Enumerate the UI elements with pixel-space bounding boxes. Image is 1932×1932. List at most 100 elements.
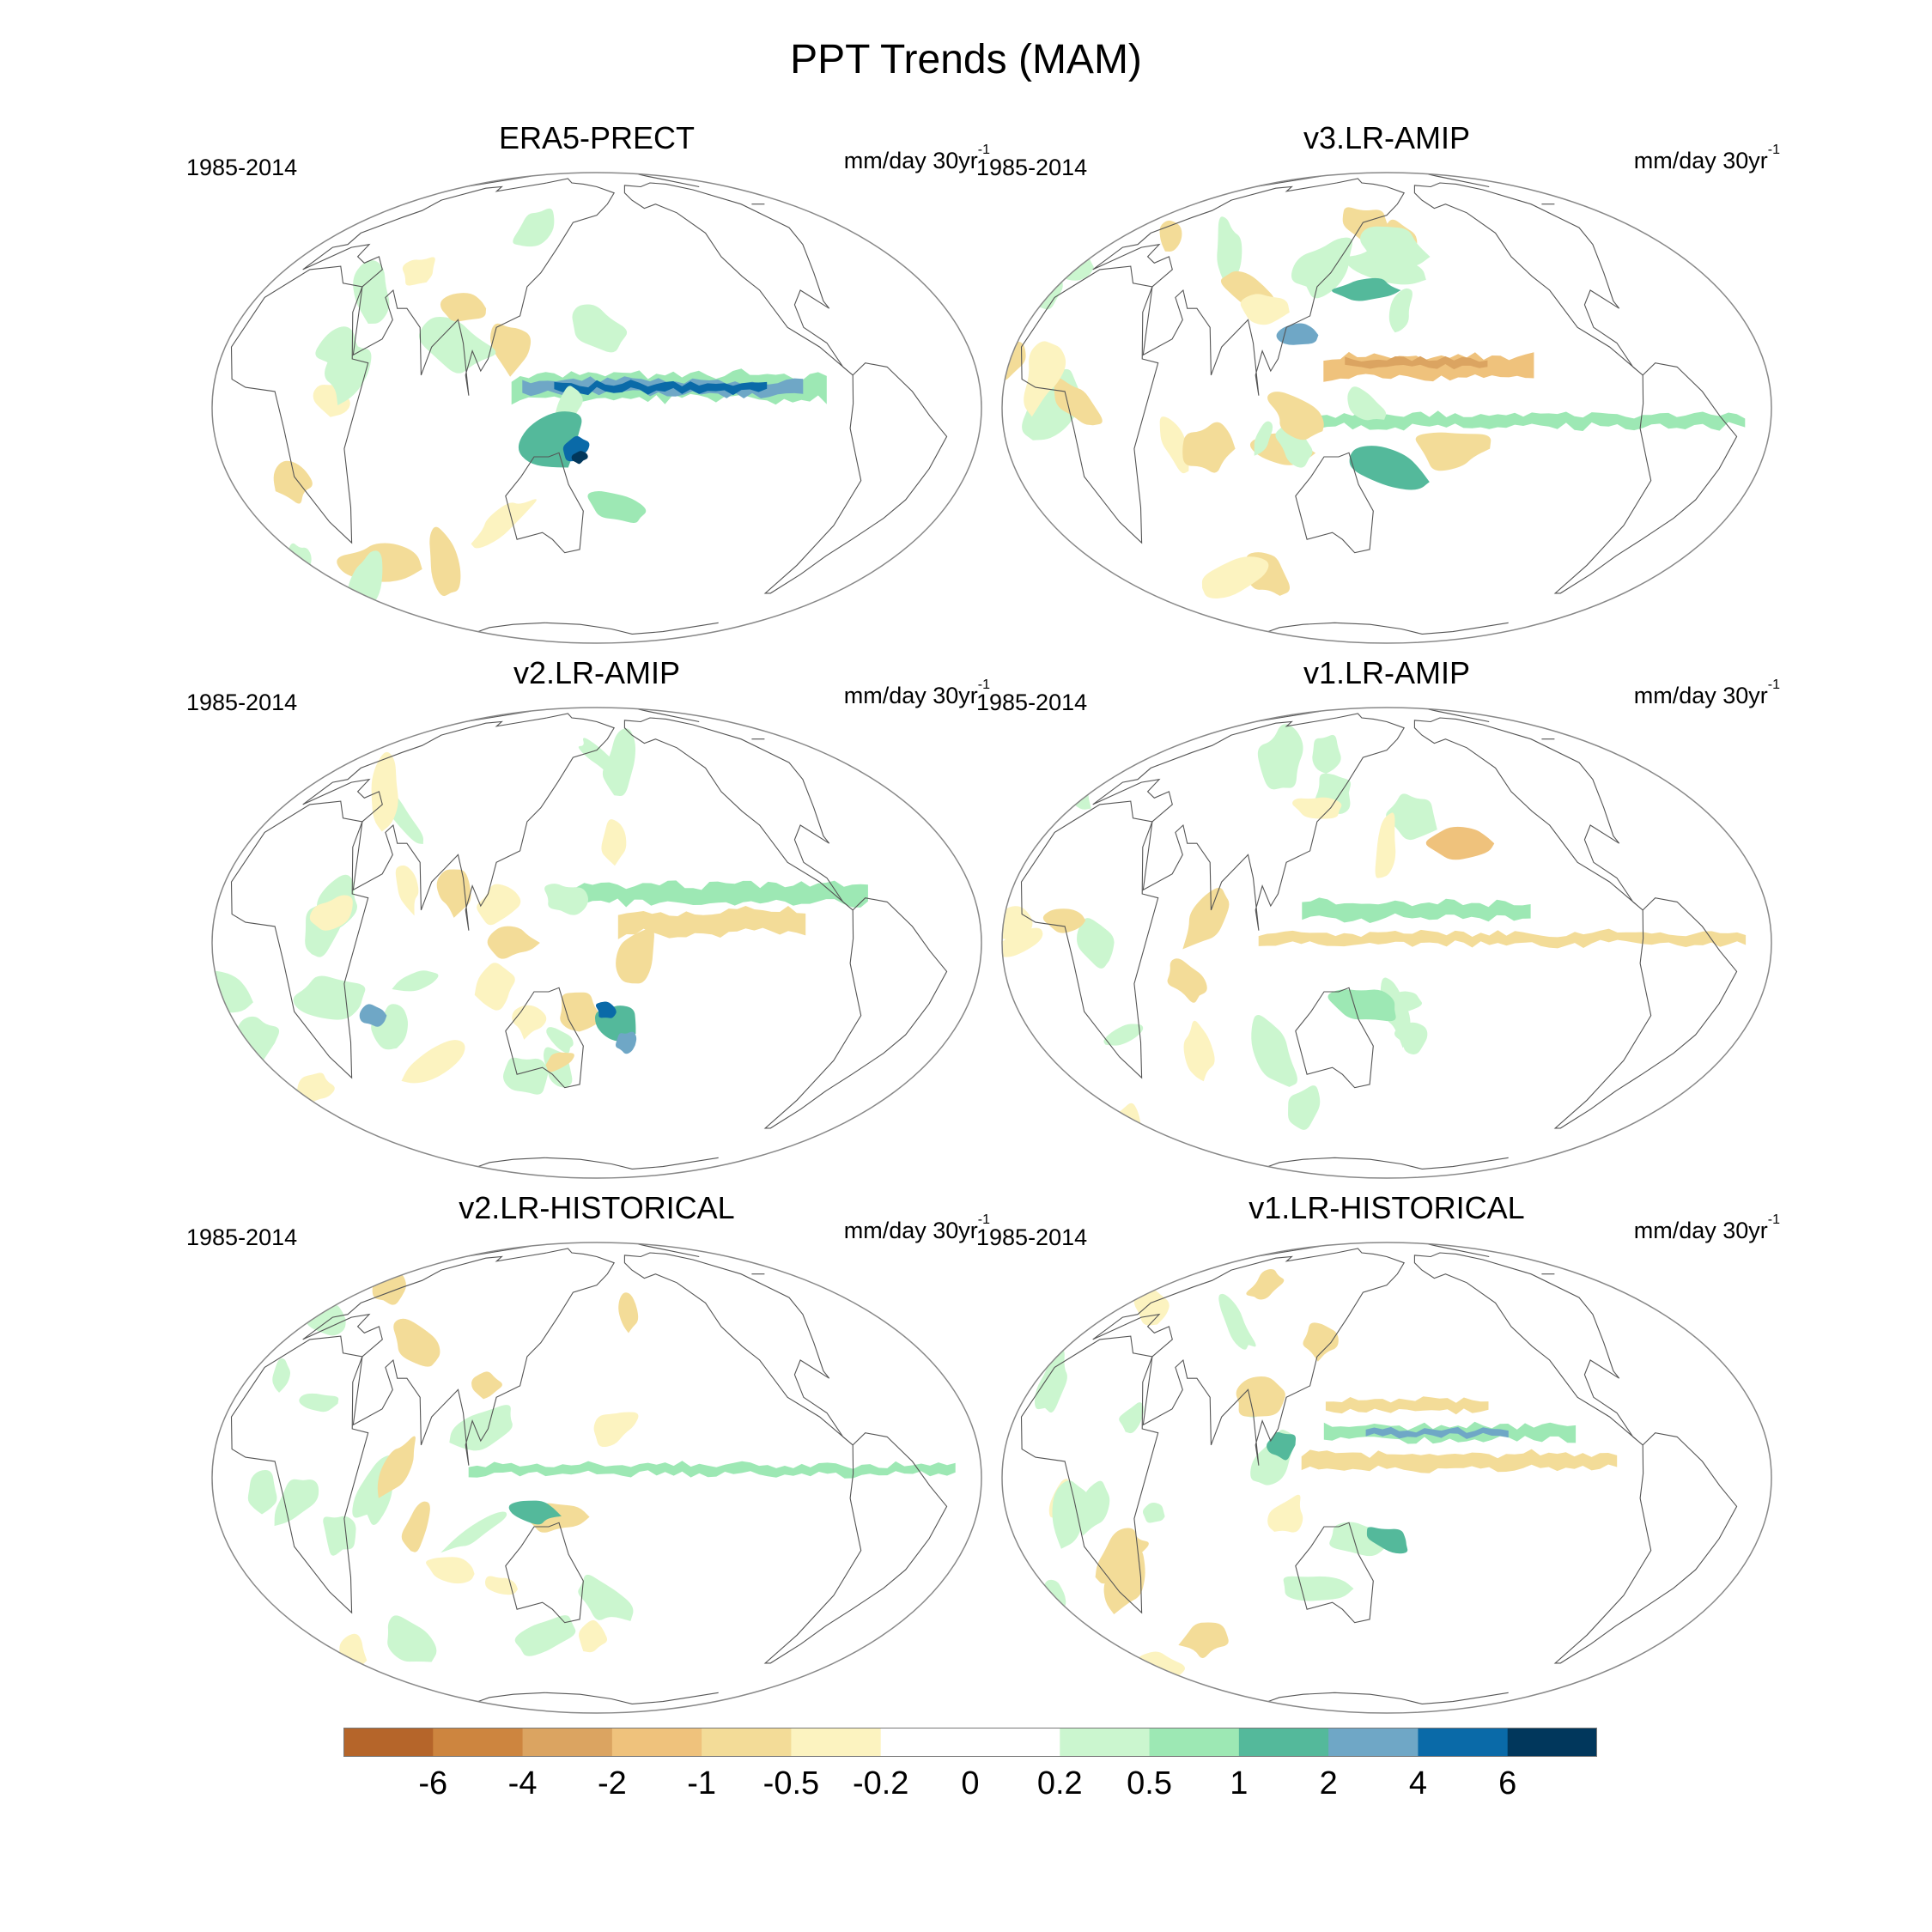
map-background	[1002, 1242, 1771, 1713]
map-panel-v2-historical: v2.LR-HISTORICAL 1985-2014 mm/day 30yr-1	[185, 1190, 1009, 1722]
coastline-eurasia	[302, 1248, 616, 1466]
trend-contour-patch	[1093, 577, 1111, 618]
trend-map	[1001, 172, 1772, 644]
trend-field	[212, 728, 868, 1165]
trend-contour-patch	[579, 1619, 608, 1653]
coastline-greenland	[1428, 1243, 1490, 1258]
coastline-north-america	[1413, 1252, 1643, 1446]
map-border	[1001, 1242, 1772, 1714]
trend-contour-patch	[572, 304, 628, 353]
trend-contour-patch	[1159, 416, 1189, 474]
trend-contour-patch	[1267, 392, 1324, 440]
trend-contour-patch	[185, 484, 190, 529]
trend-contour-patch	[471, 499, 537, 549]
trend-contour-patch	[975, 958, 991, 1001]
trend-contour-patch	[185, 1303, 205, 1343]
colorbar: -6 -4 -2 -1 -0.5 -0.2 0 0.2 0.5 1 2 4 6	[343, 1728, 1597, 1831]
trend-map	[185, 1242, 982, 1714]
colorbar-swatch	[1238, 1728, 1329, 1756]
trend-contour-patch	[595, 1001, 617, 1018]
map-panel-v3-amip: v3.LR-AMIP 1985-2014 mm/day 30yr-1	[975, 120, 1799, 653]
figure-title: PPT Trends (MAM)	[790, 37, 1142, 82]
coastline-africa	[230, 800, 369, 1079]
colorbar-tick-label: -1	[687, 1765, 717, 1801]
trend-contour-patch	[426, 1557, 475, 1584]
trend-contour-patch	[1077, 918, 1115, 969]
trend-contour-patch	[212, 264, 236, 305]
trend-band-patch	[468, 1461, 956, 1479]
trend-contour-patch	[1327, 989, 1396, 1022]
trend-contour-patch	[1254, 421, 1273, 456]
trend-contour-patch	[1303, 1322, 1339, 1362]
colorbar-tick-label: 6	[1498, 1765, 1517, 1801]
trend-contour-patch	[1276, 323, 1319, 345]
panel-period: 1985-2014	[976, 690, 1088, 715]
trend-contour-patch	[272, 1358, 290, 1393]
trend-contour-patch	[601, 819, 627, 866]
trend-contour-patch	[1183, 1020, 1215, 1082]
trend-contour-patch	[975, 729, 996, 780]
trend-contour-patch	[1388, 288, 1413, 333]
coastline-africa	[1020, 1335, 1159, 1614]
colorbar-tick-label: -0.2	[852, 1765, 909, 1801]
trend-contour-patch	[299, 1393, 339, 1413]
colorbar-swatch	[702, 1728, 792, 1756]
trend-contour-patch	[618, 1292, 639, 1334]
trend-contour-patch	[371, 1004, 409, 1050]
trend-contour-patch	[1052, 1480, 1094, 1549]
trend-contour-patch	[279, 1649, 331, 1677]
coastline-south-america	[763, 897, 948, 1129]
trend-band-patch	[1365, 1426, 1509, 1439]
trend-contour-patch	[1002, 1101, 1006, 1146]
trend-contour-patch	[1217, 216, 1242, 286]
trend-contour-patch	[1236, 1376, 1285, 1417]
trend-contour-patch	[1257, 724, 1303, 790]
trend-contour-patch	[1119, 1402, 1145, 1434]
colorbar-swatch	[791, 1728, 882, 1756]
trend-contour-patch	[571, 451, 588, 465]
coastline-south-america	[763, 362, 948, 594]
map-border	[1001, 707, 1772, 1179]
trend-contour-patch	[401, 1040, 465, 1084]
trend-contour-patch	[395, 865, 419, 916]
trend-contour-patch	[212, 1608, 228, 1652]
trend-contour-patch	[546, 1027, 574, 1054]
trend-contour-patch	[562, 435, 590, 462]
trend-contour-patch	[377, 1436, 416, 1498]
trend-contour-patch	[1002, 506, 1042, 572]
coastline-eurasia	[1092, 1248, 1406, 1466]
coastline-africa	[1020, 800, 1159, 1079]
trend-band-patch	[1345, 355, 1488, 370]
trend-contour-patch	[1292, 797, 1342, 819]
coastline-greenland	[1428, 708, 1490, 723]
trend-contour-patch	[544, 1052, 574, 1072]
coastline-north-america	[1413, 182, 1643, 376]
trend-contour-patch	[1103, 1024, 1144, 1046]
trend-contour-patch	[393, 1318, 440, 1367]
trend-contour-patch	[487, 926, 540, 959]
trend-contour-patch	[212, 209, 235, 277]
trend-contour-patch	[309, 895, 353, 931]
colorbar-tick-label: -2	[597, 1765, 627, 1801]
trend-contour-patch	[474, 963, 515, 1011]
coastline-africa	[230, 265, 369, 544]
trend-contour-patch	[212, 1048, 226, 1086]
panel-title: ERA5-PRECT	[498, 120, 696, 155]
colorbar-swatches	[343, 1728, 1597, 1757]
coastline-antarctica-edge	[1400, 1157, 1509, 1170]
trend-contour-patch	[418, 316, 496, 374]
coastline-eurasia	[302, 178, 616, 396]
trend-contour-patch	[185, 225, 195, 263]
trend-contour-patch	[1360, 226, 1431, 268]
coastline-north-america	[623, 182, 854, 376]
panel-title: v3.LR-AMIP	[1303, 120, 1471, 155]
trend-contour-patch	[1042, 908, 1086, 933]
coastline-antarctica-edge	[1400, 622, 1509, 635]
coastline-antarctica-edge	[611, 1692, 719, 1704]
map-border	[211, 707, 982, 1179]
trend-contour-patch	[392, 970, 439, 992]
colorbar-swatch	[880, 1728, 971, 1756]
panel-title: v1.LR-AMIP	[1303, 655, 1471, 690]
coastlines	[230, 1243, 948, 1704]
coastline-eurasia	[302, 713, 616, 931]
